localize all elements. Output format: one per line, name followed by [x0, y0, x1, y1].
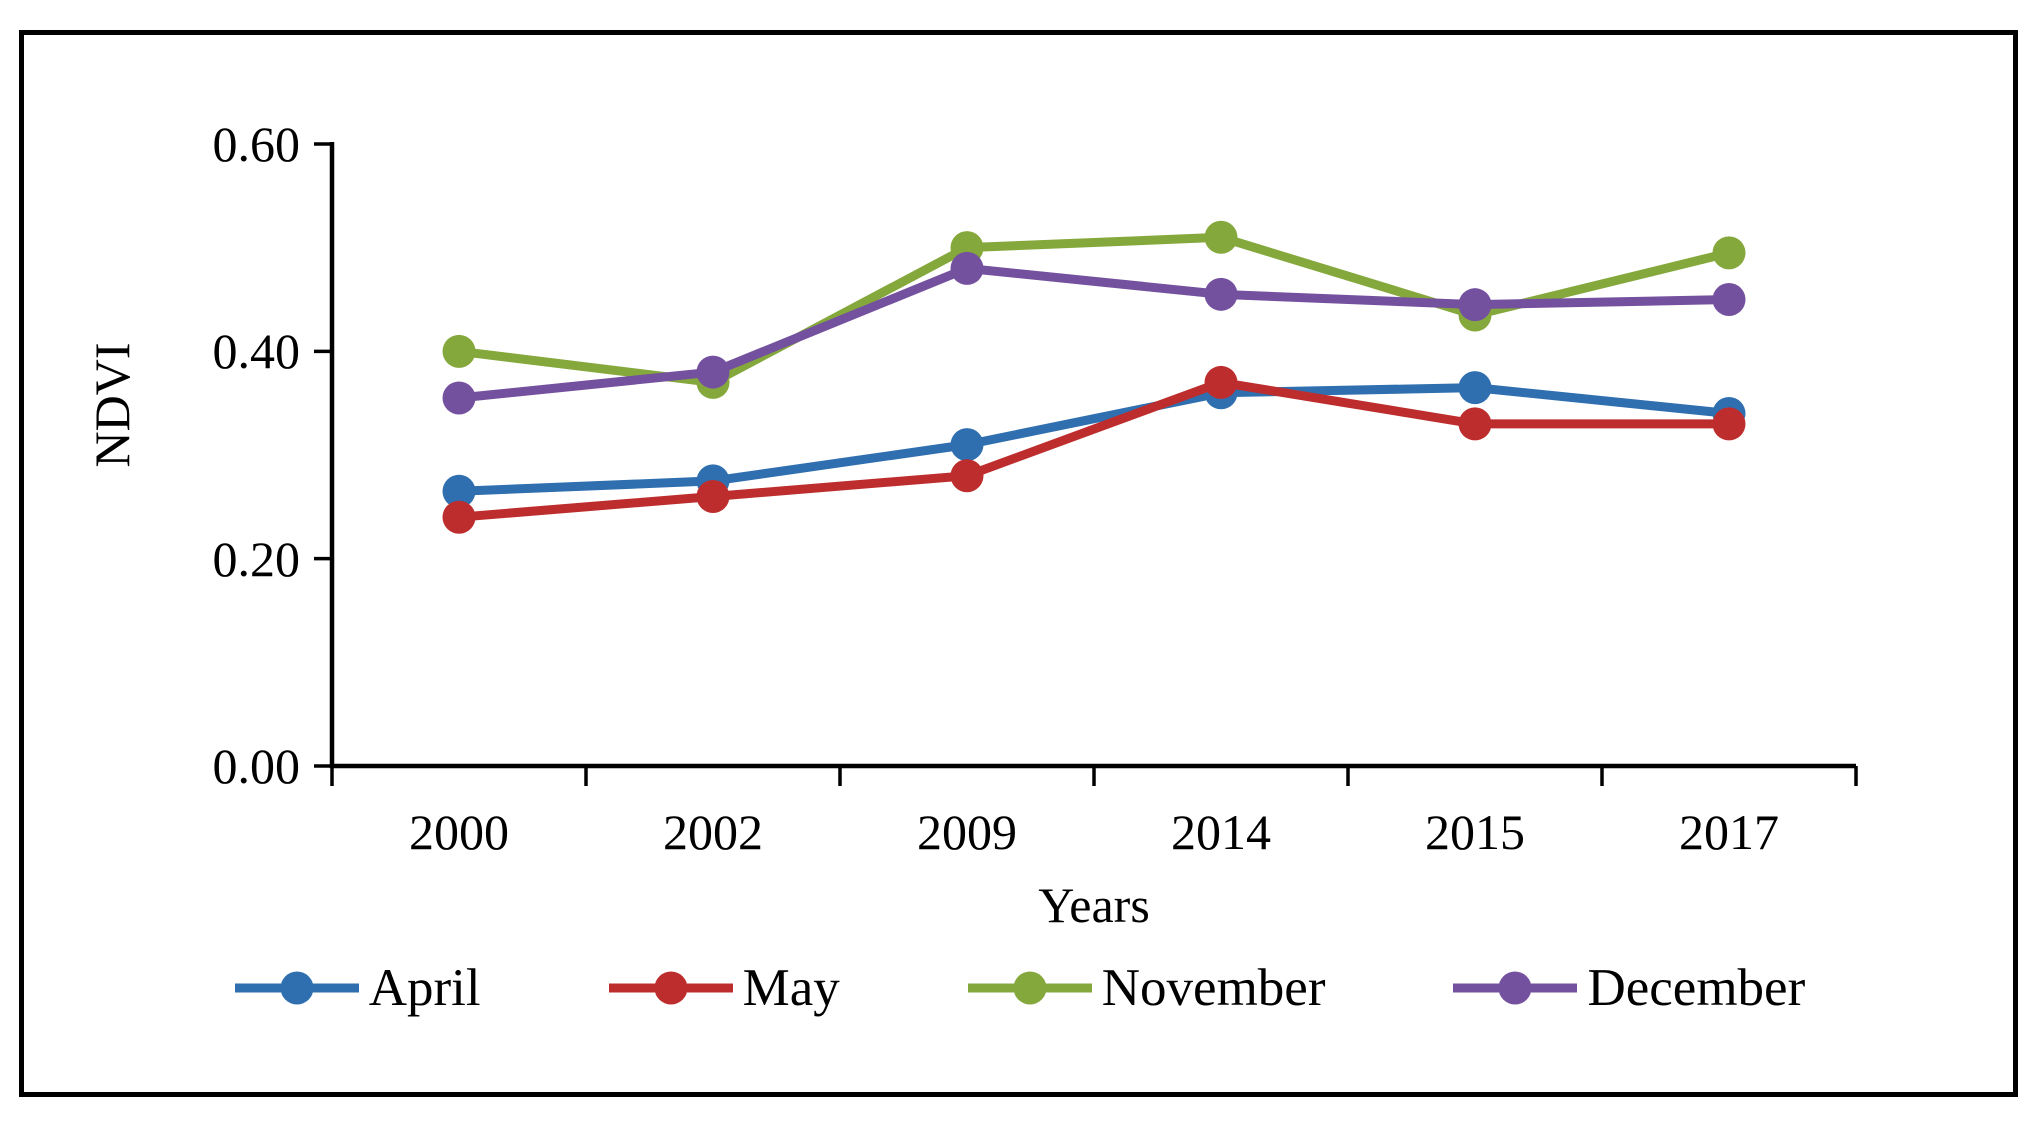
- y-tick-label-2: 0.40: [212, 323, 301, 380]
- data-point-april-2000: [442, 474, 476, 508]
- data-point-november-2014: [1204, 220, 1238, 254]
- legend-item-december: December: [1451, 958, 1805, 1018]
- x-tick-label-2009: 2009: [917, 804, 1017, 860]
- y-tick-label-1: 0.20: [212, 530, 301, 587]
- data-point-november-2017: [1712, 236, 1746, 270]
- series-line-november: [454, 232, 1734, 387]
- legend-label-december: December: [1587, 959, 1806, 1017]
- data-point-may-2017: [1712, 407, 1746, 441]
- data-point-april-2015: [1458, 371, 1492, 405]
- y-axis-title: NDVI: [84, 342, 140, 468]
- legend-item-november: November: [966, 958, 1326, 1018]
- legend-label-november: November: [1101, 959, 1326, 1017]
- legend-marker-april-icon: [234, 971, 359, 1005]
- legend-item-april: April: [233, 958, 481, 1018]
- series-line-april: [454, 383, 1734, 496]
- y-tick-label-0: 0.00: [212, 738, 301, 794]
- data-point-december-2014: [1204, 277, 1238, 311]
- legend-marker-november-icon: [967, 971, 1092, 1005]
- data-point-december-2017: [1712, 283, 1746, 316]
- x-tick-label-2014: 2014: [1171, 804, 1271, 860]
- data-point-november-2000: [442, 334, 476, 368]
- data-point-december-2009: [950, 251, 984, 285]
- data-point-may-2015: [1458, 407, 1492, 441]
- x-tick-label-2000: 2000: [409, 804, 509, 860]
- legend-item-may: May: [607, 958, 840, 1018]
- data-point-may-2002: [696, 479, 730, 513]
- x-tick-label-2017: 2017: [1679, 804, 1779, 860]
- series-line-december: [454, 263, 1734, 403]
- series-line-may: [454, 377, 1734, 522]
- x-tick-label-2015: 2015: [1425, 804, 1525, 860]
- x-axis-title: Years: [1038, 877, 1150, 933]
- legend: April May November December: [0, 958, 2038, 1018]
- data-point-december-2002: [696, 355, 730, 389]
- data-point-december-2015: [1458, 288, 1492, 322]
- legend-label-april: April: [368, 959, 481, 1017]
- data-point-may-2009: [950, 459, 984, 493]
- chart-border: [19, 30, 2018, 1097]
- axis-lines: [329, 142, 1856, 769]
- data-point-may-2000: [442, 500, 476, 534]
- legend-marker-december-icon: [1453, 971, 1578, 1005]
- data-point-may-2014: [1204, 365, 1238, 399]
- x-tick-label-2002: 2002: [663, 804, 763, 860]
- legend-marker-may-icon: [608, 971, 733, 1005]
- legend-label-may: May: [742, 959, 840, 1017]
- y-tick-label-3: 0.60: [212, 116, 301, 172]
- data-point-december-2000: [442, 381, 476, 415]
- data-point-april-2009: [950, 428, 984, 462]
